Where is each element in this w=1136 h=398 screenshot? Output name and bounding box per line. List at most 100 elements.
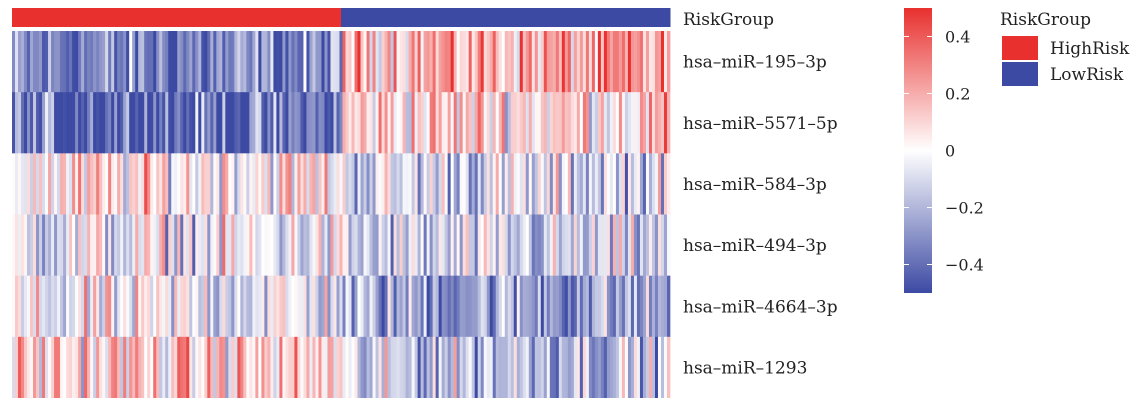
heatmap-cell [54,92,58,154]
heatmap-cell [363,336,367,398]
heatmap-cell [228,336,232,398]
heatmap-cell [522,275,527,338]
heatmap-cell [579,31,584,93]
heatmap-cell [516,214,521,276]
heatmap-cell [210,92,214,154]
heatmap-cell [465,275,470,338]
heatmap-cell [177,92,181,154]
heatmap-cell [621,31,626,93]
heatmap-cell [402,153,406,215]
heatmap-cell [108,275,112,338]
heatmap-cell [195,214,199,276]
heatmap-cell [447,92,452,154]
heatmap-cell [360,336,364,398]
heatmap-cell [417,153,421,215]
heatmap-cell [570,214,575,276]
heatmap-cell [291,153,295,215]
heatmap-cell [207,92,211,154]
heatmap-cell [354,92,358,154]
heatmap-cell [264,336,268,398]
heatmap-cell [570,275,575,338]
heatmap-cell [216,153,220,215]
heatmap-cell [519,336,524,398]
heatmap-cell [84,153,88,215]
heatmap-cell [369,275,373,338]
heatmap-cell [159,214,163,276]
heatmap-cell [135,275,139,338]
heatmap-cell [129,336,133,398]
heatmap-cell [54,31,58,93]
heatmap-cell [435,31,439,93]
heatmap-cell [63,275,67,338]
heatmap-cell [585,92,590,154]
heatmap-cell [528,336,533,398]
heatmap-cell [51,31,55,93]
heatmap-cell [225,336,229,398]
heatmap-cell [621,214,626,276]
heatmap-cell [210,336,214,398]
heatmap-cell [552,31,557,93]
heatmap-cell [150,275,154,338]
heatmap-cell [429,153,433,215]
heatmap-cell [174,31,178,93]
heatmap-cell [531,153,536,215]
heatmap-cell [39,214,43,276]
heatmap-cell [63,92,67,154]
heatmap-cell [567,92,572,154]
heatmap-cell [534,31,539,93]
heatmap-cell [405,92,409,154]
heatmap-cell [465,214,470,276]
heatmap-cell [243,153,247,215]
heatmap-cell [78,92,82,154]
heatmap-cell [411,336,415,398]
heatmap-cell [66,275,70,338]
heatmap-cell [327,214,331,276]
heatmap-cell [423,153,427,215]
heatmap-cell [273,31,277,93]
heatmap-cell [582,31,587,93]
heatmap-cell [135,214,139,276]
heatmap-cell [615,153,620,215]
heatmap-cell [216,275,220,338]
heatmap-cell [288,92,292,154]
heatmap-cell [201,275,205,338]
heatmap-cell [381,275,385,338]
heatmap-cell [225,275,229,338]
heatmap-cell [279,31,283,93]
group-legend: RiskGroup HighRisk LowRisk [1000,10,1130,86]
heatmap-cell [282,31,286,93]
heatmap-cell [636,336,641,398]
heatmap-cell [402,31,406,93]
heatmap-cell [657,153,662,215]
heatmap-cell [96,92,100,154]
heatmap-cell [645,92,650,154]
heatmap-cell [546,275,551,338]
heatmap-cell [300,31,304,93]
legend-swatch [1002,36,1038,60]
heatmap-cell [183,153,187,215]
heatmap-cell [582,92,587,154]
heatmap-cell [582,275,587,338]
heatmap-cell [381,153,385,215]
heatmap-cell [60,336,64,398]
heatmap-cell [93,214,97,276]
heatmap-cell [327,275,331,338]
heatmap-cell [333,336,337,398]
heatmap-cell [513,92,518,154]
heatmap-cell [39,275,43,338]
heatmap-cell [267,214,271,276]
heatmap-cell [627,153,632,215]
heatmap-cell [282,153,286,215]
heatmap-cell [213,336,217,398]
heatmap-cell [354,336,358,398]
heatmap-cell [186,275,190,338]
heatmap-cell [507,336,512,398]
heatmap-cell [105,275,109,338]
heatmap-cell [132,92,136,154]
heatmap-cell [387,153,391,215]
heatmap-cell [114,153,118,215]
heatmap-cell [42,214,46,276]
heatmap-cell [408,92,412,154]
heatmap-cell [237,31,241,93]
heatmap-cell [93,31,97,93]
